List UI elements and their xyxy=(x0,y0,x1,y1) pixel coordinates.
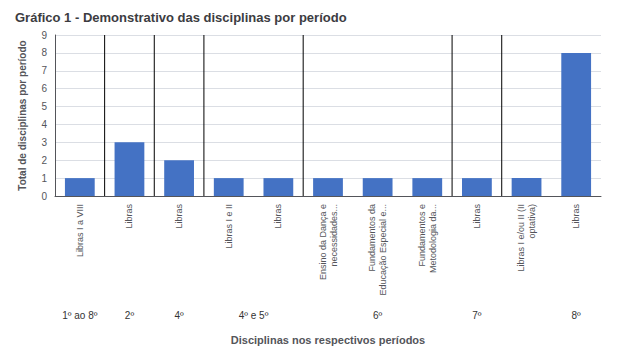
svg-text:optativa): optativa) xyxy=(527,204,537,239)
svg-text:3: 3 xyxy=(41,137,47,148)
svg-text:8º: 8º xyxy=(572,310,582,321)
svg-text:7º: 7º xyxy=(472,310,482,321)
svg-text:7: 7 xyxy=(41,65,47,76)
svg-text:Ensino da Dança e: Ensino da Dança e xyxy=(318,204,328,280)
svg-text:0: 0 xyxy=(41,191,47,202)
svg-text:Disciplinas nos respectivos pe: Disciplinas nos respectivos períodos xyxy=(231,334,425,346)
svg-text:4º: 4º xyxy=(174,310,184,321)
svg-text:Gráfico 1 - Demonstrativo das: Gráfico 1 - Demonstrativo das disciplina… xyxy=(15,10,347,25)
svg-text:Educação Especial e...: Educação Especial e... xyxy=(378,204,388,296)
svg-text:Libras I e/ou II (II: Libras I e/ou II (II xyxy=(516,204,526,272)
svg-text:Libras: Libras xyxy=(273,204,283,229)
svg-text:4: 4 xyxy=(41,119,47,130)
svg-text:necessidades...: necessidades... xyxy=(329,204,339,267)
svg-text:5: 5 xyxy=(41,101,47,112)
svg-text:8: 8 xyxy=(41,47,47,58)
svg-text:Libras: Libras xyxy=(571,204,581,229)
svg-text:Fundamentos e: Fundamentos e xyxy=(417,204,427,267)
svg-text:2º: 2º xyxy=(125,310,135,321)
svg-text:Fundamentos da: Fundamentos da xyxy=(367,204,377,272)
svg-text:9: 9 xyxy=(41,30,47,41)
svg-text:1º ao 8º: 1º ao 8º xyxy=(62,310,97,321)
svg-text:Libras: Libras xyxy=(472,204,482,229)
svg-text:Libras: Libras xyxy=(174,204,184,229)
svg-text:6º: 6º xyxy=(373,310,383,321)
svg-text:2: 2 xyxy=(41,155,47,166)
svg-text:Libras I a VIII: Libras I a VIII xyxy=(75,204,85,257)
svg-text:Libras I e II: Libras I e II xyxy=(224,204,234,249)
svg-text:4º e 5º: 4º e 5º xyxy=(239,310,269,321)
svg-text:1: 1 xyxy=(41,173,47,184)
svg-text:6: 6 xyxy=(41,83,47,94)
svg-text:Metodologia da...: Metodologia da... xyxy=(428,204,438,273)
svg-text:Libras: Libras xyxy=(124,204,134,229)
svg-text:Total de disciplinas por perío: Total de disciplinas por período xyxy=(17,40,28,190)
